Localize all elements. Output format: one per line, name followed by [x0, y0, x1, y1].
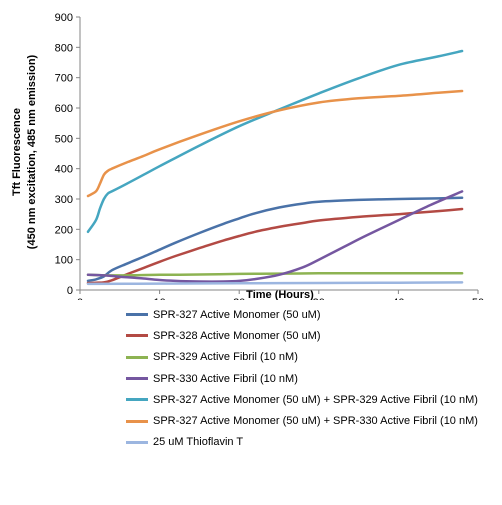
- series-group: [86, 49, 464, 286]
- legend-item: SPR-328 Active Monomer (50 uM): [126, 325, 496, 346]
- y-tick-label: 100: [55, 255, 73, 267]
- legend-item: SPR-329 Active Fibril (10 nM): [126, 347, 496, 368]
- series-line-1: [86, 196, 464, 283]
- y-axis-title-line1: Tft Fluorescence: [11, 108, 23, 196]
- legend-swatch: [126, 355, 148, 359]
- x-tick-label: 20: [233, 297, 245, 300]
- y-tick-label: 400: [55, 164, 73, 176]
- legend-swatch: [126, 334, 148, 338]
- legend-label: SPR-328 Active Monomer (50 uM): [153, 329, 321, 342]
- x-tick-label: 30: [313, 297, 325, 300]
- y-tick-label: 500: [55, 133, 73, 145]
- legend-label: SPR-327 Active Monomer (50 uM) + SPR-329…: [153, 393, 478, 406]
- legend-item: SPR-327 Active Monomer (50 uM) + SPR-329…: [126, 389, 496, 410]
- y-axis-title: Tft Fluorescence (450 nm excitation, 485…: [11, 54, 38, 249]
- legend-swatch: [126, 313, 148, 317]
- legend-swatch: [126, 440, 148, 444]
- axes: 0 100 200 300 400 500 600 700 800 900 0 10 20 30 40 50: [55, 12, 484, 300]
- x-tick-label: 0: [77, 297, 83, 300]
- y-tick-label: 300: [55, 194, 73, 206]
- legend-label: 25 uM Thioflavin T: [153, 436, 244, 449]
- legend-item: SPR-327 Active Monomer (50 uM): [126, 304, 496, 325]
- y-axis-title-line2: (450 nm excitation, 485 nm emission): [26, 54, 38, 249]
- legend: SPR-327 Active Monomer (50 uM) SPR-328 Ac…: [126, 304, 496, 453]
- x-tick-label: 40: [392, 297, 404, 300]
- y-tick-label: 600: [55, 103, 73, 115]
- x-axis-title: Time (Hours): [246, 289, 314, 300]
- y-tick-label: 0: [67, 285, 73, 297]
- x-tick-label: 10: [153, 297, 165, 300]
- legend-item: 25 uM Thioflavin T: [126, 432, 496, 453]
- series-line-5: [86, 49, 464, 234]
- legend-label: SPR-327 Active Monomer (50 uM): [153, 308, 321, 321]
- legend-item: SPR-330 Active Fibril (10 nM): [126, 368, 496, 389]
- legend-label: SPR-330 Active Fibril (10 nM): [153, 372, 298, 385]
- legend-label: SPR-329 Active Fibril (10 nM): [153, 351, 298, 364]
- legend-swatch: [126, 398, 148, 402]
- series-line-4: [86, 190, 464, 283]
- y-tick-label: 700: [55, 73, 73, 85]
- legend-swatch: [126, 377, 148, 381]
- legend-swatch: [126, 419, 148, 423]
- y-tick-label: 200: [55, 224, 73, 236]
- legend-item: SPR-327 Active Monomer (50 uM) + SPR-330…: [126, 410, 496, 431]
- legend-label: SPR-327 Active Monomer (50 uM) + SPR-330…: [153, 415, 478, 428]
- y-tick-label: 900: [55, 12, 73, 24]
- x-tick-label: 50: [472, 297, 484, 300]
- y-tick-label: 800: [55, 42, 73, 54]
- line-chart: Tft Fluorescence (450 nm excitation, 485…: [11, 12, 484, 300]
- series-line-7: [86, 281, 464, 286]
- series-line-6: [86, 89, 464, 198]
- series-line-2: [86, 207, 464, 285]
